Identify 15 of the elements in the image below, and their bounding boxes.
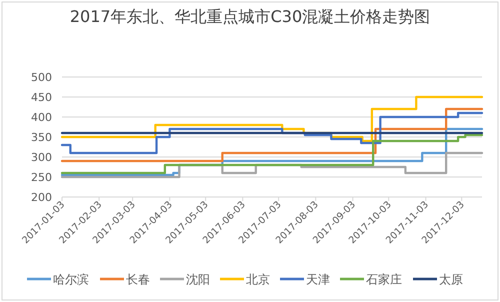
y-tick-label: 300	[31, 151, 52, 164]
chart-title: 2017年东北、华北重点城市C30混凝土价格走势图	[68, 6, 432, 28]
y-tick-label: 500	[31, 71, 52, 84]
legend-label: 沈阳	[186, 272, 210, 286]
legend-label: 石家庄	[366, 272, 402, 286]
y-tick-label: 400	[31, 111, 52, 124]
legend-label: 长春	[126, 272, 150, 286]
y-tick-label: 450	[31, 91, 52, 104]
y-tick-label: 250	[31, 171, 52, 184]
legend-label: 北京	[246, 272, 270, 286]
y-tick-label: 350	[31, 131, 52, 144]
legend-label: 哈尔滨	[53, 272, 89, 286]
legend-label: 天津	[306, 272, 330, 286]
y-tick-label: 200	[31, 191, 52, 204]
legend-label: 太原	[439, 272, 463, 286]
